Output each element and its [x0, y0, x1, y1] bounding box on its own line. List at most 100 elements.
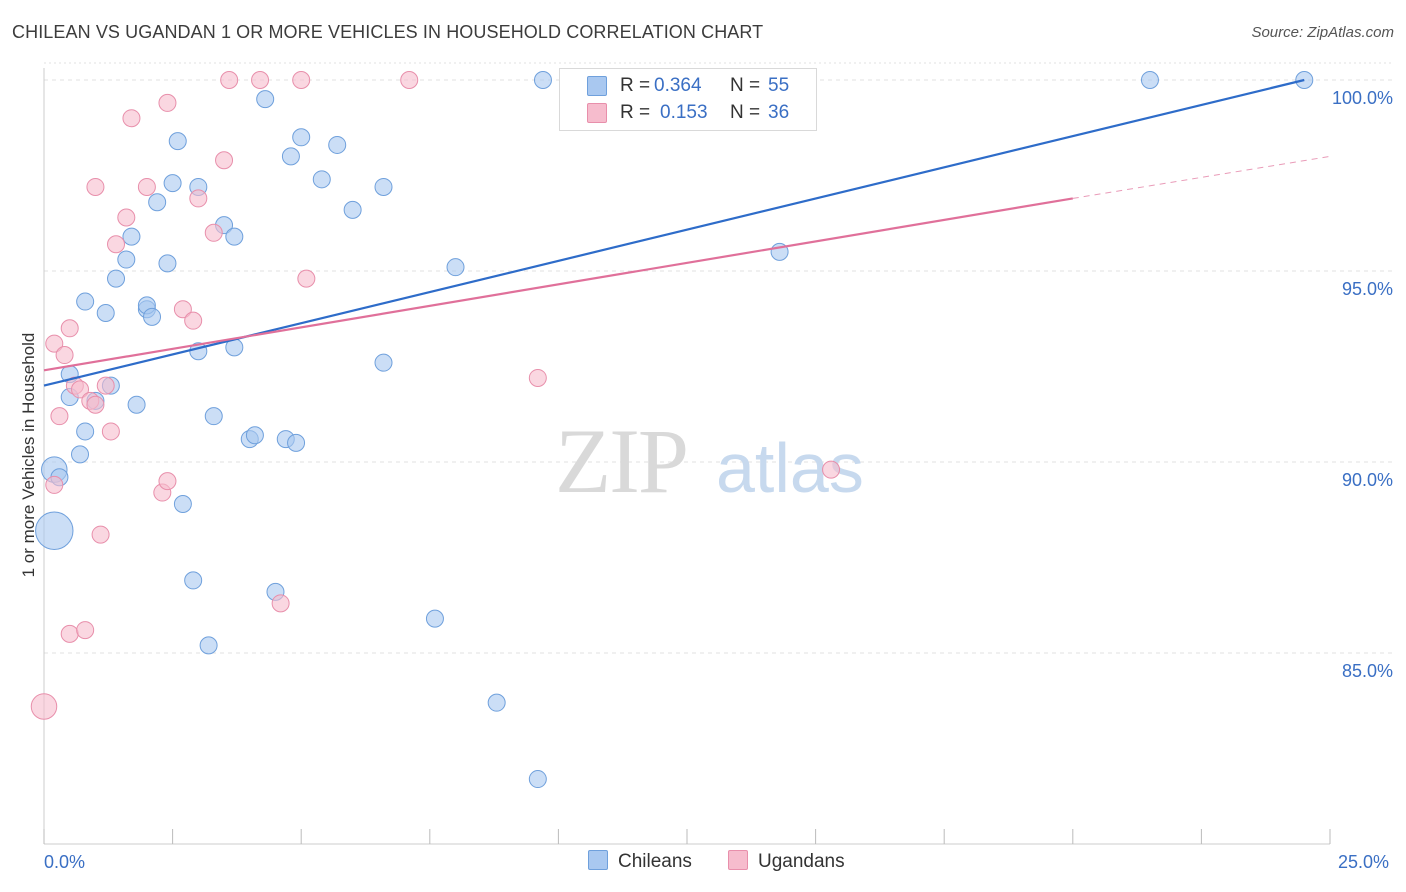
ugandan-point	[220, 71, 239, 89]
chilean-point	[528, 770, 547, 789]
chilean-point	[374, 353, 393, 372]
chilean-point	[117, 250, 136, 269]
chilean-point	[122, 227, 141, 246]
chilean-point	[148, 193, 167, 212]
y-tick-label: 90.0%	[1342, 470, 1393, 490]
chilean-point	[312, 170, 331, 189]
chilean-point	[76, 422, 95, 441]
chilean-point	[143, 307, 162, 326]
ugandan-point	[86, 177, 105, 196]
ugandan-point	[86, 395, 105, 414]
chilean-point	[107, 269, 126, 288]
chilean-point	[71, 445, 90, 464]
chilean-point	[184, 571, 203, 590]
r-label: R =	[620, 102, 651, 123]
ugandan-point	[117, 208, 136, 227]
chilean-point	[158, 254, 177, 273]
chilean-point	[225, 227, 244, 246]
chilean-point	[168, 132, 187, 151]
watermark-atlas: atlas	[716, 429, 864, 507]
legend-label-chileans: Chileans	[618, 851, 692, 872]
chilean-point	[199, 636, 218, 655]
ugandan-point	[271, 594, 290, 613]
x-min-label: 0.0%	[44, 852, 86, 872]
ugandans-swatch	[587, 103, 607, 123]
ugandan-point	[251, 71, 270, 89]
legend-label-ugandans: Ugandans	[758, 851, 845, 872]
ugandan-point	[822, 460, 841, 479]
axis-layer	[43, 68, 1331, 845]
y-axis-title: 1 or more Vehicles in Household	[19, 332, 38, 578]
y-tick-labels: 85.0% 90.0% 95.0% 100.0%	[1332, 88, 1393, 681]
ugandan-point	[91, 525, 110, 544]
ugandan-point	[122, 109, 141, 128]
legend-item-ugandans[interactable]: Ugandans	[728, 850, 845, 873]
chileans-swatch	[588, 850, 608, 870]
chilean-point	[533, 71, 552, 89]
ugandan-point	[50, 407, 69, 426]
ugandan-point	[292, 71, 311, 89]
ugandan-point	[55, 346, 74, 365]
chilean-point	[204, 407, 223, 426]
ugandan-point	[107, 235, 126, 254]
chilean-point	[173, 495, 192, 514]
ugandan-point	[400, 71, 419, 89]
ugandan-point	[60, 319, 79, 338]
ugandan-point	[101, 422, 120, 441]
chilean-point	[76, 292, 95, 311]
y-tick-label: 95.0%	[1342, 279, 1393, 299]
ugandan-point	[297, 269, 316, 288]
ugandan-point	[137, 177, 156, 196]
ugandan-point	[158, 472, 177, 491]
ugandan-point	[71, 380, 90, 399]
chilean-point	[287, 433, 306, 452]
chilean-point	[163, 174, 182, 193]
chilean-point	[96, 304, 115, 323]
y-tick-label: 100.0%	[1332, 88, 1393, 108]
ugandan-point	[173, 300, 192, 319]
n-value-chileans: 55	[768, 75, 790, 96]
y-tick-label: 85.0%	[1342, 661, 1393, 681]
chilean-point	[446, 258, 465, 277]
watermark-zip: ZIP	[555, 410, 687, 512]
r-value-ugandans: 0.153	[660, 102, 708, 123]
n-label: N =	[730, 102, 761, 123]
chilean-point	[281, 147, 300, 166]
ugandan-point	[45, 334, 64, 353]
chilean-point	[328, 135, 347, 154]
ugandan-point	[189, 189, 208, 208]
ugandan-point	[76, 621, 95, 640]
ugandan-point	[45, 475, 64, 494]
chilean-point	[487, 693, 506, 712]
chilean-point	[256, 90, 275, 109]
ugandan-point	[215, 151, 234, 170]
chilean-point	[245, 426, 264, 445]
stats-legend: R = 0.364 N = 55 R = 0.153 N = 36	[559, 68, 817, 131]
points-layer	[30, 71, 1314, 789]
chilean-point	[374, 177, 393, 196]
trend-layer	[43, 78, 1331, 387]
x-max-label: 25.0%	[1338, 852, 1390, 872]
chilean-point	[292, 128, 311, 147]
legend-item-chileans[interactable]: Chileans	[588, 850, 692, 873]
chilean-point	[425, 609, 444, 628]
ugandans-trend-line	[43, 197, 1073, 372]
ugandan-point	[30, 693, 58, 720]
chilean-point	[127, 395, 146, 414]
chilean-point	[1140, 71, 1159, 89]
ugandan-point	[204, 223, 223, 242]
ugandan-point	[96, 376, 115, 395]
ugandan-point	[60, 624, 79, 643]
ugandan-point	[184, 311, 203, 330]
ugandan-point	[158, 93, 177, 112]
chilean-point	[35, 511, 74, 550]
chileans-swatch	[587, 76, 607, 96]
n-label: N =	[730, 75, 761, 96]
n-value-ugandans: 36	[768, 102, 790, 123]
chilean-point	[343, 200, 362, 219]
r-label: R =	[620, 75, 651, 96]
ugandans-swatch	[728, 850, 748, 870]
ugandans-trend-extension	[1072, 155, 1331, 199]
r-value-chileans: 0.364	[654, 75, 702, 96]
